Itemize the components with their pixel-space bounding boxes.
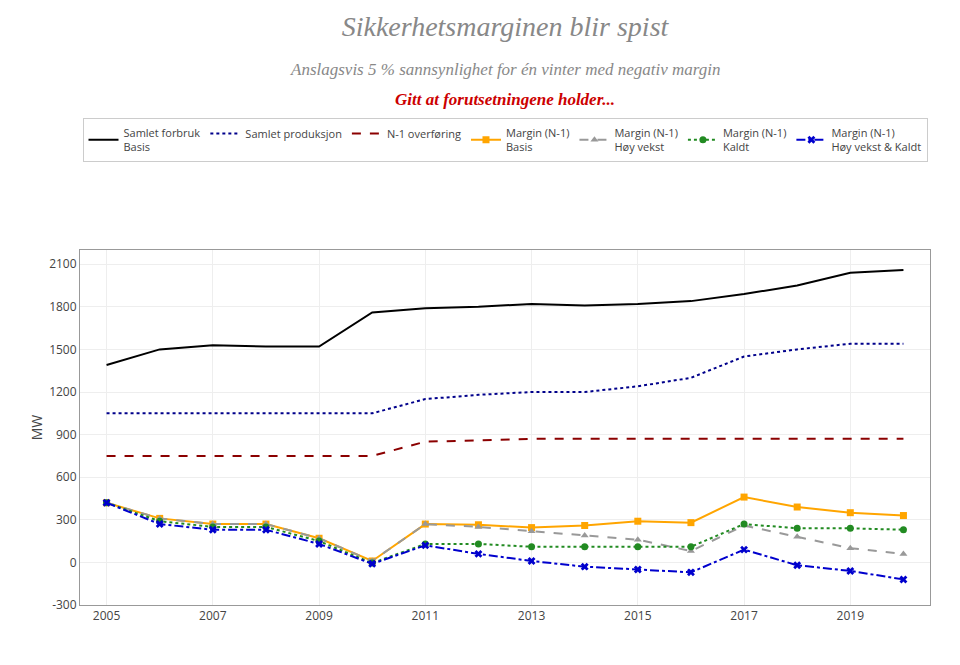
svg-text:300: 300 [56,511,77,528]
svg-text:2100: 2100 [49,255,77,272]
svg-text:MW: MW [27,415,46,441]
svg-text:1200: 1200 [49,383,77,400]
svg-text:2013: 2013 [518,607,546,624]
svg-text:Margin (N-1)Kaldt: Margin (N-1)Kaldt [723,125,786,154]
svg-text:2007: 2007 [199,607,227,624]
svg-text:2005: 2005 [93,607,121,624]
svg-text:Margin (N-1)Basis: Margin (N-1)Basis [506,125,569,154]
svg-text:-300: -300 [52,596,77,613]
svg-text:Gitt at forutsetningene holder: Gitt at forutsetningene holder... [395,90,615,109]
svg-text:900: 900 [56,426,77,443]
svg-text:1800: 1800 [49,298,77,315]
svg-text:Sikkerhetsmarginen blir spist: Sikkerhetsmarginen blir spist [342,11,670,42]
svg-text:0: 0 [70,554,77,571]
svg-text:2011: 2011 [412,607,439,624]
svg-text:2017: 2017 [730,607,758,624]
svg-text:1500: 1500 [49,341,77,358]
svg-text:Samlet produksjon: Samlet produksjon [245,126,342,141]
svg-text:Anslagsvis 5 % sannsynlighet f: Anslagsvis 5 % sannsynlighet for én vint… [290,60,721,79]
svg-text:2019: 2019 [837,607,865,624]
svg-text:N-1 overføring: N-1 overføring [387,126,461,141]
svg-text:Samlet forbrukBasis: Samlet forbrukBasis [124,125,201,154]
svg-text:2015: 2015 [624,607,652,624]
svg-text:2009: 2009 [305,607,333,624]
svg-text:Margin (N-1)Høy vekst & Kaldt: Margin (N-1)Høy vekst & Kaldt [831,125,921,154]
svg-text:600: 600 [56,468,77,485]
svg-text:Margin (N-1)Høy vekst: Margin (N-1)Høy vekst [614,125,677,154]
